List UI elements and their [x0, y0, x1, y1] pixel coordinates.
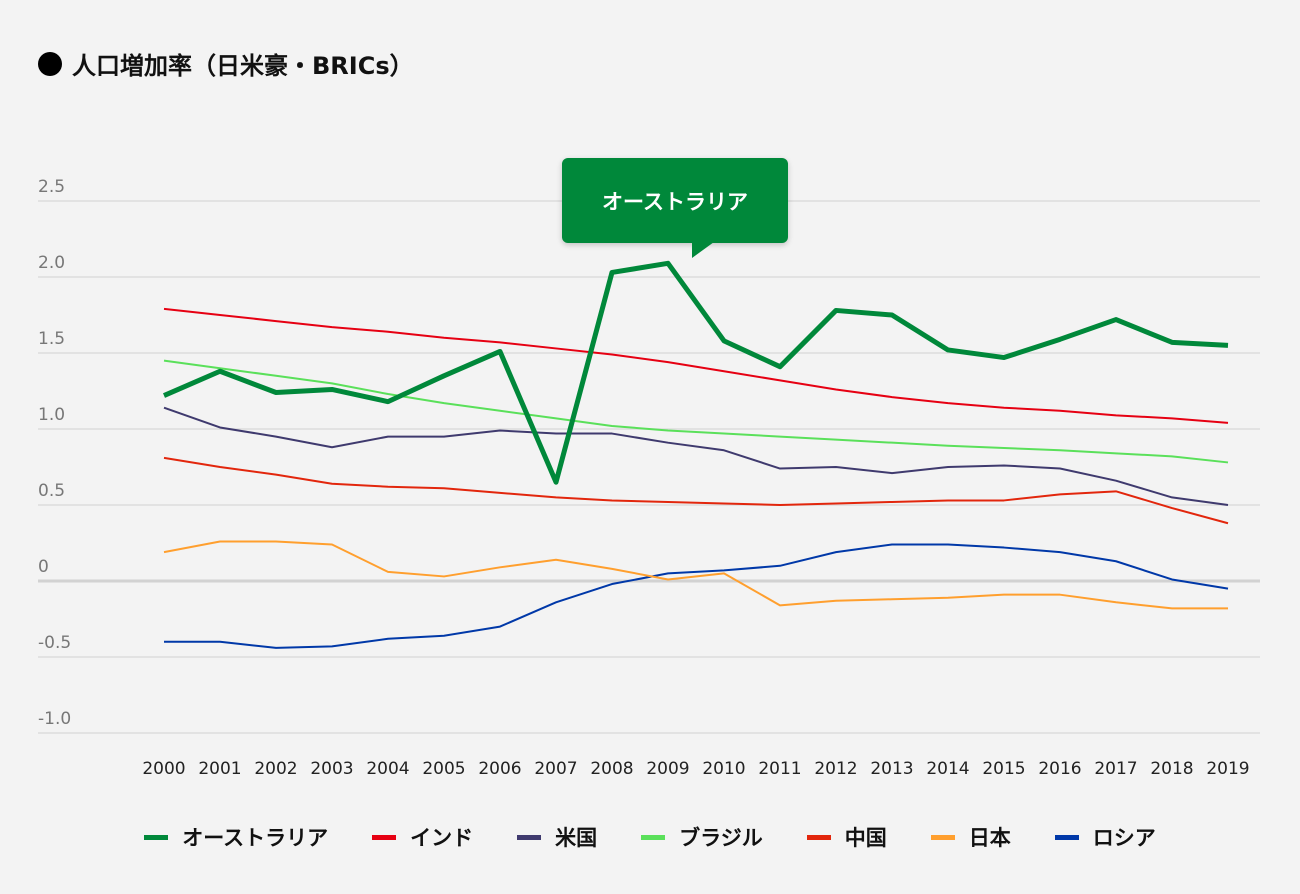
legend-item[interactable]: インド: [372, 822, 473, 852]
legend-item[interactable]: オーストラリア: [144, 822, 328, 852]
x-tick-label: 2000: [142, 759, 185, 779]
legend-swatch: [517, 834, 542, 840]
legend-label: オーストラリア: [182, 826, 329, 850]
legend-label: インド: [410, 826, 474, 850]
series-line-4[interactable]: [163, 456, 1229, 525]
filled-circle-icon: [38, 51, 62, 76]
x-tick-label: 2005: [422, 759, 465, 779]
legend-item[interactable]: 米国: [517, 822, 597, 852]
legend-label: 日本: [968, 826, 1011, 850]
x-tick-label: 2010: [702, 759, 745, 779]
legend-label: 米国: [555, 826, 598, 850]
y-tick-label: 1.0: [38, 405, 65, 425]
legend-label: ブラジル: [679, 826, 763, 850]
x-tick-label: 2004: [366, 759, 409, 779]
legend-swatch: [1054, 834, 1079, 840]
legend-label: ロシア: [1092, 826, 1156, 850]
y-tick-label: -1.0: [38, 709, 71, 729]
legend: オーストラリア インド 米国 ブラジル 中国 日本 ロシア: [0, 822, 1300, 852]
y-tick-label: 0.5: [38, 481, 65, 501]
series-line-6[interactable]: [164, 543, 1229, 649]
y-tick-label: 2.0: [38, 253, 65, 273]
y-tick-label: 2.5: [38, 177, 65, 197]
legend-item[interactable]: 日本: [930, 822, 1011, 852]
legend-item[interactable]: ロシア: [1054, 822, 1156, 852]
x-tick-label: 2001: [198, 759, 241, 779]
series-line-1[interactable]: [163, 307, 1229, 424]
legend-swatch: [144, 834, 169, 840]
y-tick-label: -0.5: [38, 633, 71, 653]
legend-item[interactable]: ブラジル: [641, 822, 763, 852]
x-tick-label: 2003: [310, 759, 353, 779]
legend-swatch: [372, 834, 397, 840]
y-tick-label: 1.5: [38, 329, 65, 349]
series-line-5[interactable]: [163, 540, 1228, 610]
chart-title: 人口増加率（日米豪・BRICs）: [38, 46, 414, 81]
legend-swatch: [806, 834, 831, 840]
x-tick-label: 2018: [1150, 759, 1193, 779]
y-tick-label: 0: [38, 557, 49, 577]
chart-title-text: 人口増加率（日米豪・BRICs）: [72, 52, 414, 80]
legend-swatch: [930, 834, 955, 840]
legend-label: 中国: [844, 826, 887, 850]
x-tick-label: 2002: [254, 759, 297, 779]
x-tick-label: 2015: [982, 759, 1025, 779]
legend-swatch: [641, 834, 666, 840]
x-tick-label: 2016: [1038, 759, 1081, 779]
x-tick-label: 2011: [758, 759, 801, 779]
x-tick-label: 2012: [814, 759, 857, 779]
tooltip-label: オーストラリア: [602, 189, 748, 214]
x-tick-label: 2014: [926, 759, 969, 779]
x-tick-label: 2008: [590, 759, 633, 779]
legend-item[interactable]: 中国: [806, 822, 887, 852]
series-line-2[interactable]: [163, 406, 1229, 506]
x-tick-label: 2007: [534, 759, 577, 779]
tooltip: オーストラリア: [562, 158, 788, 258]
x-tick-label: 2019: [1206, 759, 1249, 779]
x-tick-label: 2009: [646, 759, 689, 779]
series-line-0[interactable]: [163, 260, 1229, 485]
x-tick-label: 2017: [1094, 759, 1137, 779]
x-tick-label: 2013: [870, 759, 913, 779]
x-tick-label: 2006: [478, 759, 521, 779]
series-line-3[interactable]: [163, 359, 1229, 464]
